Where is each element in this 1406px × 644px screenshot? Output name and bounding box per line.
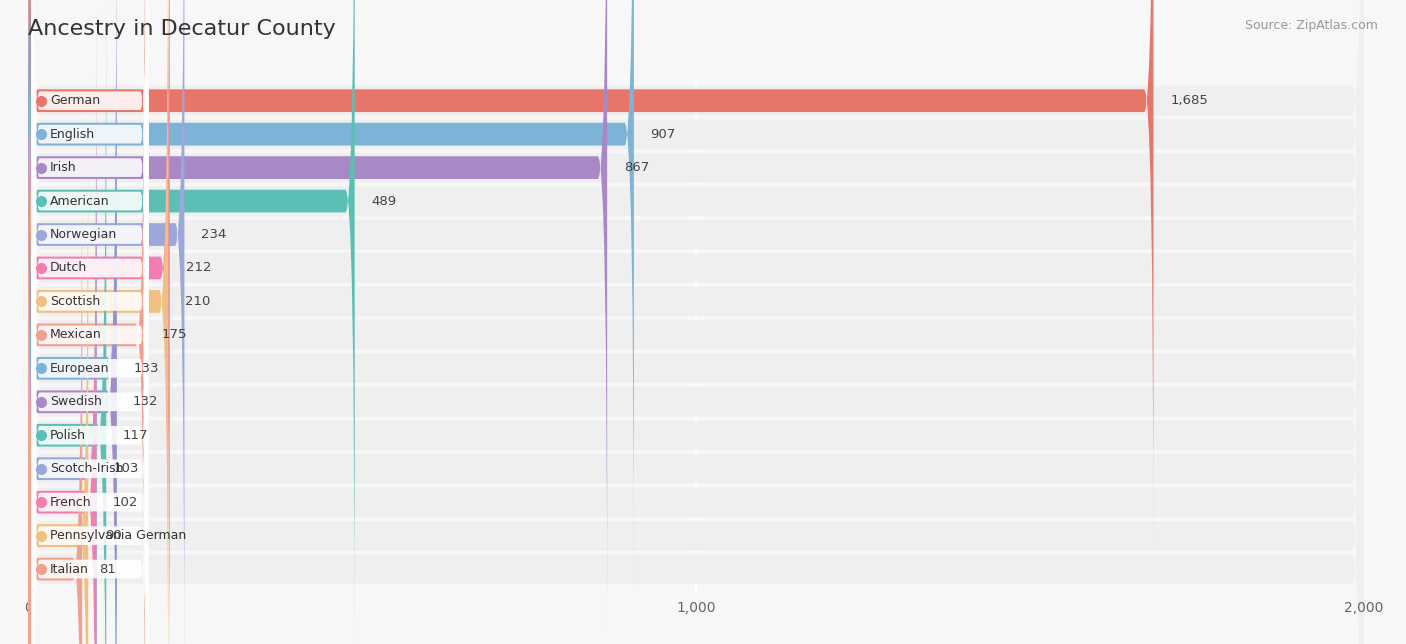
FancyBboxPatch shape	[28, 0, 1364, 644]
FancyBboxPatch shape	[28, 0, 1364, 644]
FancyBboxPatch shape	[28, 0, 1364, 644]
Text: 234: 234	[201, 228, 226, 241]
FancyBboxPatch shape	[28, 0, 1364, 644]
Text: 90: 90	[105, 529, 122, 542]
FancyBboxPatch shape	[31, 144, 149, 644]
FancyBboxPatch shape	[31, 0, 149, 644]
Text: European: European	[51, 362, 110, 375]
Text: Swedish: Swedish	[51, 395, 103, 408]
FancyBboxPatch shape	[28, 0, 634, 591]
Text: 1,685: 1,685	[1170, 94, 1208, 107]
Text: Norwegian: Norwegian	[51, 228, 118, 241]
FancyBboxPatch shape	[31, 0, 149, 493]
Text: Italian: Italian	[51, 563, 89, 576]
Text: Source: ZipAtlas.com: Source: ZipAtlas.com	[1244, 19, 1378, 32]
FancyBboxPatch shape	[28, 0, 1364, 644]
Text: 132: 132	[134, 395, 159, 408]
Text: English: English	[51, 128, 96, 140]
FancyBboxPatch shape	[28, 0, 1364, 644]
FancyBboxPatch shape	[31, 0, 149, 560]
Text: 117: 117	[122, 429, 149, 442]
FancyBboxPatch shape	[28, 0, 1364, 644]
Text: 175: 175	[162, 328, 187, 341]
FancyBboxPatch shape	[28, 0, 1364, 644]
Text: Pennsylvania German: Pennsylvania German	[51, 529, 187, 542]
FancyBboxPatch shape	[31, 43, 149, 644]
Text: Ancestry in Decatur County: Ancestry in Decatur County	[28, 19, 336, 39]
FancyBboxPatch shape	[31, 110, 149, 644]
FancyBboxPatch shape	[28, 0, 1364, 644]
FancyBboxPatch shape	[28, 12, 97, 644]
FancyBboxPatch shape	[31, 0, 149, 644]
Text: German: German	[51, 94, 100, 107]
FancyBboxPatch shape	[28, 0, 1364, 644]
FancyBboxPatch shape	[28, 0, 117, 644]
Text: 81: 81	[98, 563, 115, 576]
FancyBboxPatch shape	[31, 0, 149, 627]
Text: 102: 102	[112, 496, 138, 509]
FancyBboxPatch shape	[31, 0, 149, 526]
Text: Mexican: Mexican	[51, 328, 101, 341]
FancyBboxPatch shape	[31, 0, 149, 593]
FancyBboxPatch shape	[31, 177, 149, 644]
FancyBboxPatch shape	[28, 79, 89, 644]
Text: Polish: Polish	[51, 429, 86, 442]
FancyBboxPatch shape	[28, 0, 607, 625]
Text: 867: 867	[624, 161, 650, 174]
FancyBboxPatch shape	[28, 0, 1364, 644]
FancyBboxPatch shape	[28, 0, 107, 644]
Text: Irish: Irish	[51, 161, 77, 174]
FancyBboxPatch shape	[28, 112, 82, 644]
Text: 133: 133	[134, 362, 159, 375]
FancyBboxPatch shape	[28, 0, 117, 644]
FancyBboxPatch shape	[31, 0, 149, 644]
Text: 210: 210	[186, 295, 211, 308]
FancyBboxPatch shape	[28, 0, 1364, 644]
FancyBboxPatch shape	[31, 77, 149, 644]
FancyBboxPatch shape	[31, 0, 149, 644]
FancyBboxPatch shape	[28, 0, 354, 644]
Text: Scottish: Scottish	[51, 295, 100, 308]
FancyBboxPatch shape	[28, 0, 1364, 644]
FancyBboxPatch shape	[28, 0, 170, 644]
Text: Scotch-Irish: Scotch-Irish	[51, 462, 124, 475]
FancyBboxPatch shape	[28, 0, 169, 644]
Text: 103: 103	[114, 462, 139, 475]
FancyBboxPatch shape	[31, 10, 149, 644]
Text: 489: 489	[371, 194, 396, 207]
FancyBboxPatch shape	[28, 0, 1364, 644]
FancyBboxPatch shape	[28, 0, 184, 644]
FancyBboxPatch shape	[28, 0, 1153, 558]
Text: Dutch: Dutch	[51, 261, 87, 274]
FancyBboxPatch shape	[28, 0, 1364, 644]
Text: American: American	[51, 194, 110, 207]
Text: French: French	[51, 496, 91, 509]
Text: 212: 212	[187, 261, 212, 274]
Text: 907: 907	[651, 128, 676, 140]
FancyBboxPatch shape	[28, 0, 145, 644]
FancyBboxPatch shape	[28, 45, 96, 644]
